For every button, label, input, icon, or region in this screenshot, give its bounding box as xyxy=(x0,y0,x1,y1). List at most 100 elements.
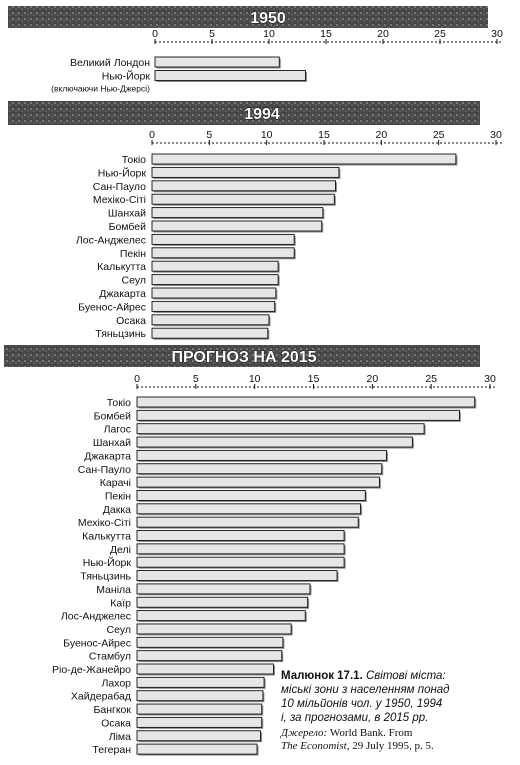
x-tick-label: 10 xyxy=(261,129,273,141)
source-text-1: World Bank. From xyxy=(329,727,413,739)
bar xyxy=(154,70,306,81)
source-text-2: 29 July 1995, p. 5. xyxy=(352,740,434,752)
bar xyxy=(136,409,460,421)
panel-title: 1994 xyxy=(244,106,280,123)
bar xyxy=(136,543,345,555)
bar xyxy=(136,596,309,608)
category-label: Великий Лондон xyxy=(70,57,150,69)
category-label: Стамбул xyxy=(89,651,131,663)
category-label: Хайдерабад xyxy=(71,691,131,703)
category-label: Токіо xyxy=(122,154,146,166)
category-label: Калькутта xyxy=(97,261,146,273)
bar xyxy=(136,730,262,742)
bar xyxy=(151,300,276,312)
bar xyxy=(151,153,457,165)
bar xyxy=(136,570,338,581)
bar xyxy=(136,516,359,528)
category-label: Карачі xyxy=(100,477,131,489)
bar xyxy=(151,327,269,339)
bar xyxy=(151,233,295,245)
category-label: Буенос-Айрес xyxy=(63,637,131,649)
bar xyxy=(136,663,274,675)
x-tick-label: 20 xyxy=(377,28,389,40)
category-label: Сан-Пауло xyxy=(78,464,131,476)
category-label: Джакарта xyxy=(99,288,146,300)
category-label: Сеул xyxy=(107,624,131,636)
x-tick-label: 30 xyxy=(484,373,496,385)
bar xyxy=(136,676,265,688)
category-label: Шанхай xyxy=(93,437,131,449)
category-label: Нью-Йорк xyxy=(98,166,147,179)
x-tick-label: 0 xyxy=(134,373,140,385)
bar xyxy=(151,166,340,178)
category-note: (включаючи Нью-Джерсі) xyxy=(51,84,150,94)
category-label: Лахор xyxy=(101,677,131,689)
bar xyxy=(151,193,335,205)
category-label: Бангкок xyxy=(93,704,131,716)
bar xyxy=(154,56,280,68)
bar xyxy=(151,247,295,259)
category-label: Делі xyxy=(110,544,131,556)
x-tick-label: 10 xyxy=(249,373,261,385)
caption-line-4: і, за прогнозами, в 2015 рр. xyxy=(281,712,429,724)
bar xyxy=(136,436,413,448)
bar xyxy=(136,490,366,501)
bar xyxy=(136,623,292,635)
category-label: Лос-Анджелес xyxy=(76,234,146,246)
category-label: Шанхай xyxy=(108,208,146,220)
category-label: Токіо xyxy=(107,397,131,409)
caption-line-2: міські зони з населенням понад xyxy=(281,684,450,696)
bar xyxy=(136,583,311,595)
bar xyxy=(151,260,279,272)
source-label: Джерело: xyxy=(281,727,328,739)
bar xyxy=(136,650,283,662)
bar xyxy=(136,396,476,408)
category-label: Пекін xyxy=(105,490,131,502)
category-label: Мехіко-Сіті xyxy=(93,194,146,206)
category-label: Лос-Анджелес xyxy=(61,611,131,623)
category-label: Тегеран xyxy=(92,744,131,756)
figure-caption: Малюнок 17.1. Світові міста: міські зони… xyxy=(281,669,513,725)
category-label: Ріо-де-Жанейро xyxy=(52,664,131,676)
chart-panel-1: 1950 0 5 10 15 20 25 30 Великий ЛондонНью-Йорк(в… xyxy=(8,6,503,94)
figure-source: Джерело: World Bank. From The Economist,… xyxy=(281,727,513,753)
x-tick-label: 25 xyxy=(434,28,446,40)
x-tick-label: 20 xyxy=(375,129,387,141)
bar xyxy=(151,207,324,219)
bar xyxy=(136,530,345,541)
bar xyxy=(136,716,263,728)
panel-title: 1950 xyxy=(250,10,286,27)
category-label: Пекін xyxy=(120,248,146,260)
caption-title: Малюнок 17.1. xyxy=(281,670,363,682)
category-label: Нью-Йорк xyxy=(102,70,151,83)
source-journal: The Economist, xyxy=(281,740,350,752)
bar xyxy=(136,703,263,715)
bar xyxy=(136,690,264,702)
bar xyxy=(136,556,345,568)
category-label: Бомбей xyxy=(109,221,147,233)
category-label: Ліма xyxy=(109,731,131,743)
category-label: Тяньцзинь xyxy=(95,328,146,340)
x-tick-label: 15 xyxy=(318,129,330,141)
caption-line-3: 10 мільйонів чол. у 1950, 1994 xyxy=(281,698,443,710)
category-label: Сеул xyxy=(122,275,146,287)
panel-title: ПРОГНОЗ НА 2015 xyxy=(171,349,316,366)
x-tick-label: 0 xyxy=(152,28,158,40)
bar xyxy=(136,610,306,622)
category-label: Осака xyxy=(101,717,131,729)
title-band xyxy=(4,345,480,367)
bar xyxy=(151,274,279,286)
bar xyxy=(136,476,380,488)
category-label: Лагос xyxy=(104,424,131,436)
bar xyxy=(136,503,362,515)
bar xyxy=(151,180,336,192)
bar xyxy=(136,743,258,755)
category-label: Нью-Йорк xyxy=(83,556,132,569)
x-tick-label: 30 xyxy=(490,129,502,141)
title-band xyxy=(8,6,488,28)
bar xyxy=(136,449,387,461)
x-tick-label: 25 xyxy=(425,373,437,385)
